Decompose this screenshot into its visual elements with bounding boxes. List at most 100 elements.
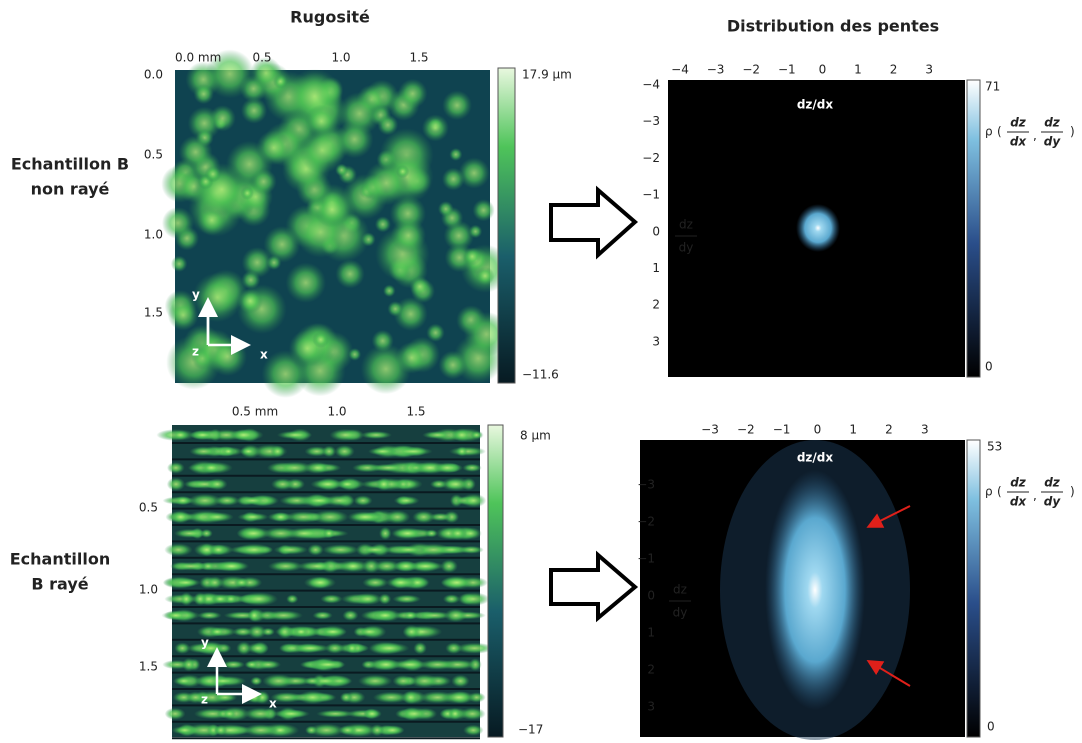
texture-blob bbox=[170, 578, 201, 587]
texture-blob bbox=[311, 510, 349, 524]
x-tick-label: 0.5 bbox=[252, 51, 271, 65]
texture-blob bbox=[243, 707, 277, 720]
texture-blob bbox=[325, 642, 345, 654]
texture-blob bbox=[393, 560, 419, 572]
y-axis-label: dy bbox=[673, 606, 688, 620]
texture-blob bbox=[247, 608, 261, 622]
texture-blob bbox=[412, 510, 436, 524]
texture-blob bbox=[397, 78, 428, 109]
texture-blob bbox=[190, 430, 216, 440]
x-tick-label: −1 bbox=[773, 423, 791, 437]
x-tick-label: 2 bbox=[890, 63, 898, 77]
texture-blob bbox=[433, 462, 461, 474]
texture-blob bbox=[384, 510, 411, 524]
colorbar-label: ρ bbox=[985, 125, 993, 139]
texture-blob bbox=[362, 577, 389, 589]
texture-blob bbox=[392, 675, 415, 687]
texture-blob bbox=[250, 57, 282, 89]
texture-blob bbox=[263, 225, 301, 263]
texture-blob bbox=[164, 543, 193, 557]
colorbar-min: 0 bbox=[987, 720, 995, 734]
texture-blob bbox=[339, 692, 353, 703]
texture-blob bbox=[276, 430, 313, 440]
texture-blob bbox=[425, 529, 439, 538]
y-tick-label: 0 bbox=[647, 589, 655, 603]
texture-blob bbox=[396, 164, 410, 179]
texture-blob bbox=[243, 724, 279, 737]
x-tick-label: 1 bbox=[849, 423, 857, 437]
texture-blob bbox=[456, 592, 490, 606]
texture-blob bbox=[459, 707, 486, 721]
texture-blob bbox=[316, 709, 355, 718]
texture-blob bbox=[463, 724, 484, 736]
y-tick-label: 3 bbox=[647, 700, 655, 714]
texture-blob bbox=[270, 692, 303, 703]
x-tick-label: −3 bbox=[701, 423, 719, 437]
colorbar-max: 71 bbox=[985, 80, 1000, 94]
x-tick-label: 0.0 mm bbox=[175, 51, 221, 65]
y-axis-label: dy bbox=[679, 241, 694, 255]
texture-blob bbox=[440, 575, 474, 590]
x-tick-label: 0.5 mm bbox=[232, 405, 278, 419]
y-tick-label: 0.5 bbox=[144, 148, 163, 162]
x-tick-label: 0 bbox=[819, 63, 827, 77]
texture-blob bbox=[302, 495, 335, 506]
texture-blob bbox=[262, 527, 300, 540]
slope-density bbox=[796, 204, 840, 252]
map-texture bbox=[156, 428, 494, 740]
texture-blob bbox=[181, 657, 196, 672]
texture-blob bbox=[205, 49, 255, 99]
y-tick-label: −3 bbox=[637, 478, 655, 492]
texture-blob bbox=[174, 495, 192, 506]
texture-blob bbox=[448, 707, 462, 720]
texture-blob bbox=[172, 676, 195, 686]
y-tick-label: 3 bbox=[652, 334, 660, 348]
texture-blob bbox=[267, 560, 304, 572]
paren: ) bbox=[1070, 485, 1075, 499]
texture-blob bbox=[200, 462, 222, 474]
texture-blob bbox=[172, 561, 210, 571]
texture-blob bbox=[444, 608, 468, 623]
x-tick-label: −1 bbox=[778, 63, 796, 77]
texture-blob bbox=[369, 642, 410, 654]
texture-blob bbox=[186, 691, 205, 704]
paren: ( bbox=[997, 125, 1002, 139]
y-tick-label: −4 bbox=[642, 78, 660, 92]
texture-blob bbox=[264, 610, 303, 621]
x-tick-label: −3 bbox=[707, 63, 725, 77]
texture-blob bbox=[353, 593, 383, 605]
texture-blob bbox=[303, 676, 322, 686]
texture-blob bbox=[393, 495, 420, 506]
texture-blob bbox=[322, 544, 360, 556]
texture-blob bbox=[390, 217, 426, 254]
texture-blob bbox=[204, 165, 222, 183]
texture-blob bbox=[462, 463, 482, 472]
separator: , bbox=[1033, 489, 1037, 503]
slope-density bbox=[765, 470, 865, 710]
texture-blob bbox=[174, 642, 191, 655]
red-arrow bbox=[866, 505, 911, 528]
colorbar-label: dz bbox=[1010, 476, 1027, 490]
texture-blob bbox=[438, 350, 468, 380]
texture-blob bbox=[224, 594, 238, 604]
y-tick-label: −2 bbox=[637, 515, 655, 529]
texture-blob bbox=[443, 220, 475, 251]
y-tick-label: −3 bbox=[642, 114, 660, 128]
texture-blob bbox=[305, 725, 318, 735]
texture-blob bbox=[272, 512, 290, 522]
texture-blob bbox=[403, 611, 418, 620]
paren: ) bbox=[1070, 125, 1075, 139]
texture-blob bbox=[307, 544, 324, 556]
y-tick-label: 2 bbox=[652, 298, 660, 312]
colorbar-max: 17.9 µm bbox=[522, 68, 572, 82]
y-tick-label: −1 bbox=[637, 552, 655, 566]
colorbar-max: 53 bbox=[987, 440, 1002, 454]
red-arrow bbox=[866, 659, 911, 687]
texture-blob bbox=[462, 247, 482, 266]
texture-blob bbox=[392, 594, 422, 604]
texture-blob bbox=[318, 627, 348, 637]
texture-blob bbox=[221, 660, 246, 669]
texture-blob bbox=[441, 167, 465, 191]
texture-blob bbox=[173, 528, 205, 539]
texture-blob bbox=[237, 288, 263, 314]
